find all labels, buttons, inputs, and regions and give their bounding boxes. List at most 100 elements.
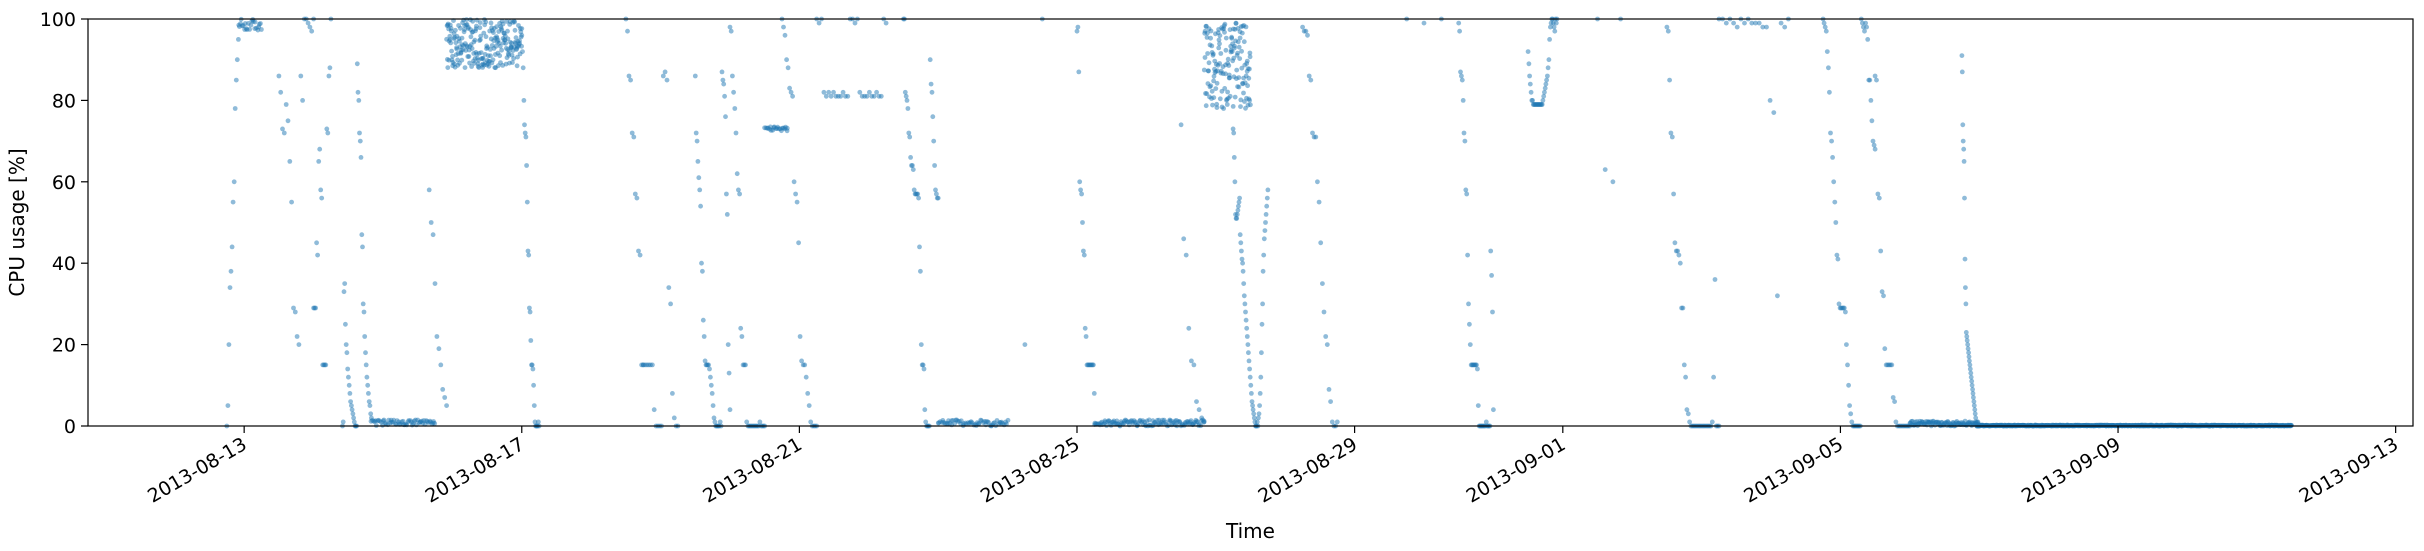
data-point <box>488 20 494 26</box>
data-point <box>1680 305 1686 311</box>
data-point <box>1236 199 1242 205</box>
data-point <box>426 187 432 193</box>
data-point <box>1965 346 1971 352</box>
data-point <box>519 43 524 49</box>
data-point <box>1489 273 1494 278</box>
data-point <box>1841 305 1847 311</box>
data-point <box>1457 28 1462 34</box>
data-point <box>1463 187 1469 193</box>
data-point <box>512 19 517 25</box>
data-point <box>1964 334 1970 339</box>
data-point <box>366 399 372 404</box>
data-point <box>1460 98 1466 103</box>
data-point <box>699 260 704 266</box>
data-point <box>1530 98 1535 103</box>
data-point <box>1205 51 1210 56</box>
data-point <box>1208 28 1214 34</box>
data-point <box>1217 96 1223 102</box>
data-point <box>1968 370 1974 376</box>
data-point <box>536 419 541 425</box>
data-point <box>1868 98 1874 103</box>
data-point <box>504 19 509 24</box>
data-point <box>1245 83 1250 89</box>
data-point <box>1260 268 1266 274</box>
data-point <box>1223 35 1229 41</box>
data-point <box>1874 77 1879 83</box>
data-point <box>1962 256 1968 262</box>
data-point <box>1237 232 1243 238</box>
data-point <box>1834 252 1840 258</box>
data-point <box>1235 50 1240 56</box>
data-point <box>1210 102 1215 108</box>
data-point <box>349 407 355 413</box>
data-point <box>1864 24 1869 30</box>
data-point <box>737 191 742 197</box>
data-point <box>1191 362 1197 368</box>
data-point <box>442 395 448 400</box>
data-point <box>1263 220 1268 225</box>
data-point <box>1236 84 1242 90</box>
data-point <box>660 73 666 79</box>
data-point <box>1082 325 1088 331</box>
data-point <box>230 199 236 205</box>
data-point <box>1211 95 1217 100</box>
data-point <box>1824 49 1830 54</box>
data-point <box>314 240 319 246</box>
data-point <box>1771 110 1777 115</box>
data-point <box>351 415 356 421</box>
data-point <box>1334 419 1340 425</box>
data-point <box>469 64 474 69</box>
data-point <box>1240 268 1246 274</box>
data-point <box>360 244 365 250</box>
data-point <box>1966 350 1971 356</box>
data-point <box>233 77 239 83</box>
data-point <box>522 130 528 136</box>
data-point <box>1217 61 1222 66</box>
data-point <box>478 50 484 55</box>
data-point <box>1671 191 1676 197</box>
data-point <box>1833 220 1839 225</box>
data-point <box>1474 362 1479 368</box>
data-point <box>367 403 373 408</box>
data-point <box>1227 75 1233 81</box>
data-point <box>1249 399 1255 404</box>
data-point <box>519 26 525 31</box>
data-point <box>1201 419 1207 425</box>
data-point <box>1767 98 1773 103</box>
data-point <box>625 28 630 34</box>
data-point <box>1668 130 1674 136</box>
data-point <box>1542 89 1547 95</box>
data-point <box>432 421 438 426</box>
data-point <box>1239 30 1245 36</box>
data-point <box>1867 77 1873 83</box>
data-point <box>1541 93 1547 99</box>
data-point <box>1848 411 1854 417</box>
data-point <box>1711 374 1716 380</box>
data-point <box>1076 69 1082 75</box>
data-point <box>1829 138 1834 144</box>
data-point <box>1546 57 1552 63</box>
data-point <box>1863 20 1868 26</box>
data-point <box>1221 106 1226 111</box>
data-point <box>1306 73 1312 79</box>
data-point <box>1203 103 1209 109</box>
data-point <box>1684 407 1690 413</box>
data-point <box>340 419 346 425</box>
data-point <box>1475 403 1481 408</box>
data-point <box>298 73 304 79</box>
data-point <box>1882 346 1888 352</box>
data-point <box>1872 146 1878 152</box>
data-point <box>1823 28 1829 34</box>
data-point <box>1250 403 1255 408</box>
data-point <box>368 411 374 417</box>
data-point <box>1961 159 1967 164</box>
data-point <box>1871 142 1877 148</box>
data-point <box>1230 104 1236 109</box>
data-point <box>726 370 732 376</box>
data-point <box>906 130 912 136</box>
data-point <box>840 89 846 95</box>
data-point <box>1462 138 1468 144</box>
data-point <box>1328 399 1333 404</box>
data-point <box>698 203 703 209</box>
data-point <box>1236 75 1242 80</box>
